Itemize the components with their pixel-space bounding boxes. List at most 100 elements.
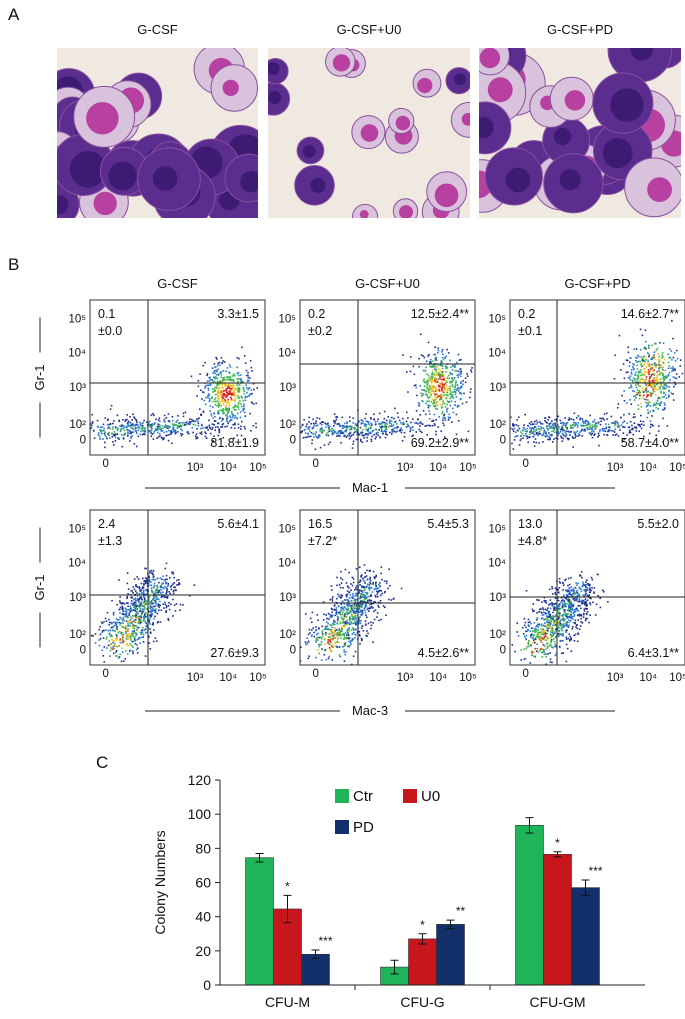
dot xyxy=(143,618,145,621)
dot xyxy=(564,424,567,427)
dot xyxy=(337,431,340,433)
dot xyxy=(535,650,538,652)
dot xyxy=(224,378,227,381)
dot xyxy=(562,429,564,432)
dot xyxy=(221,397,223,400)
dot xyxy=(441,403,444,406)
dot xyxy=(570,426,573,429)
dot xyxy=(124,613,126,616)
dot xyxy=(534,655,536,658)
dot xyxy=(149,623,151,625)
dot xyxy=(189,594,191,597)
dot xyxy=(118,420,121,423)
dot xyxy=(597,436,599,438)
dot xyxy=(558,580,561,583)
dot xyxy=(544,435,547,438)
dot xyxy=(159,600,161,603)
dot xyxy=(671,358,673,361)
dot xyxy=(117,619,119,621)
dot xyxy=(129,637,132,639)
dot xyxy=(561,440,564,443)
dot xyxy=(351,614,354,616)
dot xyxy=(667,367,670,370)
dot xyxy=(222,393,225,396)
y-tick-label: 10⁵ xyxy=(488,314,506,326)
dot xyxy=(158,591,160,594)
dot xyxy=(158,428,160,431)
dot xyxy=(200,427,202,430)
dot xyxy=(625,402,628,404)
dot xyxy=(359,616,361,618)
dot xyxy=(429,438,431,440)
dot xyxy=(582,422,585,424)
dot xyxy=(121,607,124,609)
dot xyxy=(359,580,362,583)
dot xyxy=(427,379,430,382)
dot xyxy=(329,429,332,431)
dot xyxy=(141,592,144,595)
dot xyxy=(130,617,132,619)
dot xyxy=(360,422,363,425)
dot xyxy=(220,376,223,379)
dot xyxy=(207,395,209,398)
dot xyxy=(435,430,437,433)
dot xyxy=(443,413,446,416)
x-axis-label: Mac-3 xyxy=(352,703,388,718)
dot xyxy=(650,375,653,378)
dot xyxy=(434,400,436,402)
dot xyxy=(539,421,541,423)
dot xyxy=(343,609,345,612)
dot xyxy=(257,421,259,423)
dot xyxy=(120,602,123,605)
dot xyxy=(158,589,161,592)
dot xyxy=(209,378,212,381)
dot xyxy=(189,418,191,421)
dot xyxy=(594,428,597,431)
dot xyxy=(669,356,672,359)
dot xyxy=(336,435,338,437)
dot xyxy=(428,410,430,412)
dot xyxy=(215,393,217,396)
dot xyxy=(441,353,444,356)
dot xyxy=(442,400,445,403)
dot xyxy=(643,435,645,438)
dot xyxy=(315,422,317,424)
dot xyxy=(361,434,364,437)
dot xyxy=(304,641,307,644)
dot xyxy=(200,431,203,433)
dot xyxy=(129,621,131,623)
dot xyxy=(122,618,125,620)
dot xyxy=(605,423,607,425)
dot xyxy=(337,616,339,618)
dot xyxy=(449,380,452,383)
dot xyxy=(352,422,355,424)
dot xyxy=(66,431,68,433)
dot xyxy=(529,423,532,426)
dot xyxy=(652,410,654,412)
dot xyxy=(647,402,649,405)
dot xyxy=(629,361,631,364)
dot xyxy=(236,427,238,429)
dot xyxy=(151,427,153,430)
dot xyxy=(444,391,446,394)
dot xyxy=(541,423,544,425)
dot xyxy=(419,430,422,433)
dot xyxy=(437,370,440,373)
dot xyxy=(575,431,577,434)
dot xyxy=(136,599,139,602)
dot xyxy=(660,381,662,383)
dot xyxy=(587,421,590,423)
dot xyxy=(359,431,362,434)
dot xyxy=(446,400,449,402)
dot xyxy=(380,572,382,575)
dot xyxy=(341,611,344,613)
dot xyxy=(97,426,100,429)
dot xyxy=(116,603,118,606)
dot xyxy=(524,430,527,433)
dot xyxy=(112,625,115,628)
dot xyxy=(217,412,220,415)
dot xyxy=(430,373,433,376)
dot xyxy=(122,616,125,619)
dot xyxy=(132,428,135,431)
dot xyxy=(646,385,649,388)
